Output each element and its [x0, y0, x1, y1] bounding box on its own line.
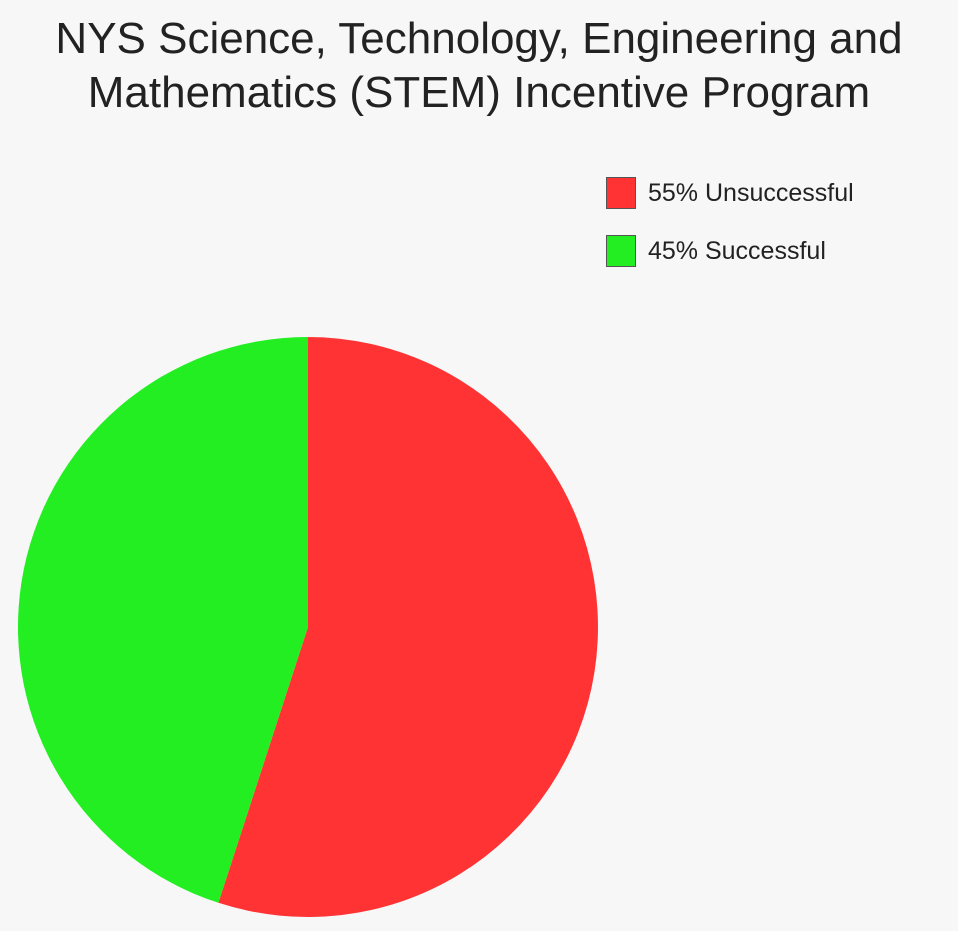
chart-title: NYS Science, Technology, Engineering and… [0, 12, 958, 120]
chart-legend: 55% Unsuccessful 45% Successful [606, 176, 854, 292]
legend-label-successful: 45% Successful [648, 236, 826, 265]
legend-item-successful[interactable]: 45% Successful [606, 234, 854, 268]
pie-chart [17, 337, 598, 917]
pie-slice-successful[interactable] [17, 337, 309, 903]
pie-slice-unsuccessful[interactable] [218, 337, 598, 917]
legend-swatch-successful [606, 235, 636, 267]
chart-title-line-2: Mathematics (STEM) Incentive Program [87, 68, 871, 117]
legend-swatch-unsuccessful [606, 177, 636, 209]
legend-item-unsuccessful[interactable]: 55% Unsuccessful [606, 176, 854, 210]
chart-title-line-1: NYS Science, Technology, Engineering and [55, 14, 903, 63]
legend-label-unsuccessful: 55% Unsuccessful [648, 178, 854, 207]
pie-chart-area [0, 300, 620, 926]
